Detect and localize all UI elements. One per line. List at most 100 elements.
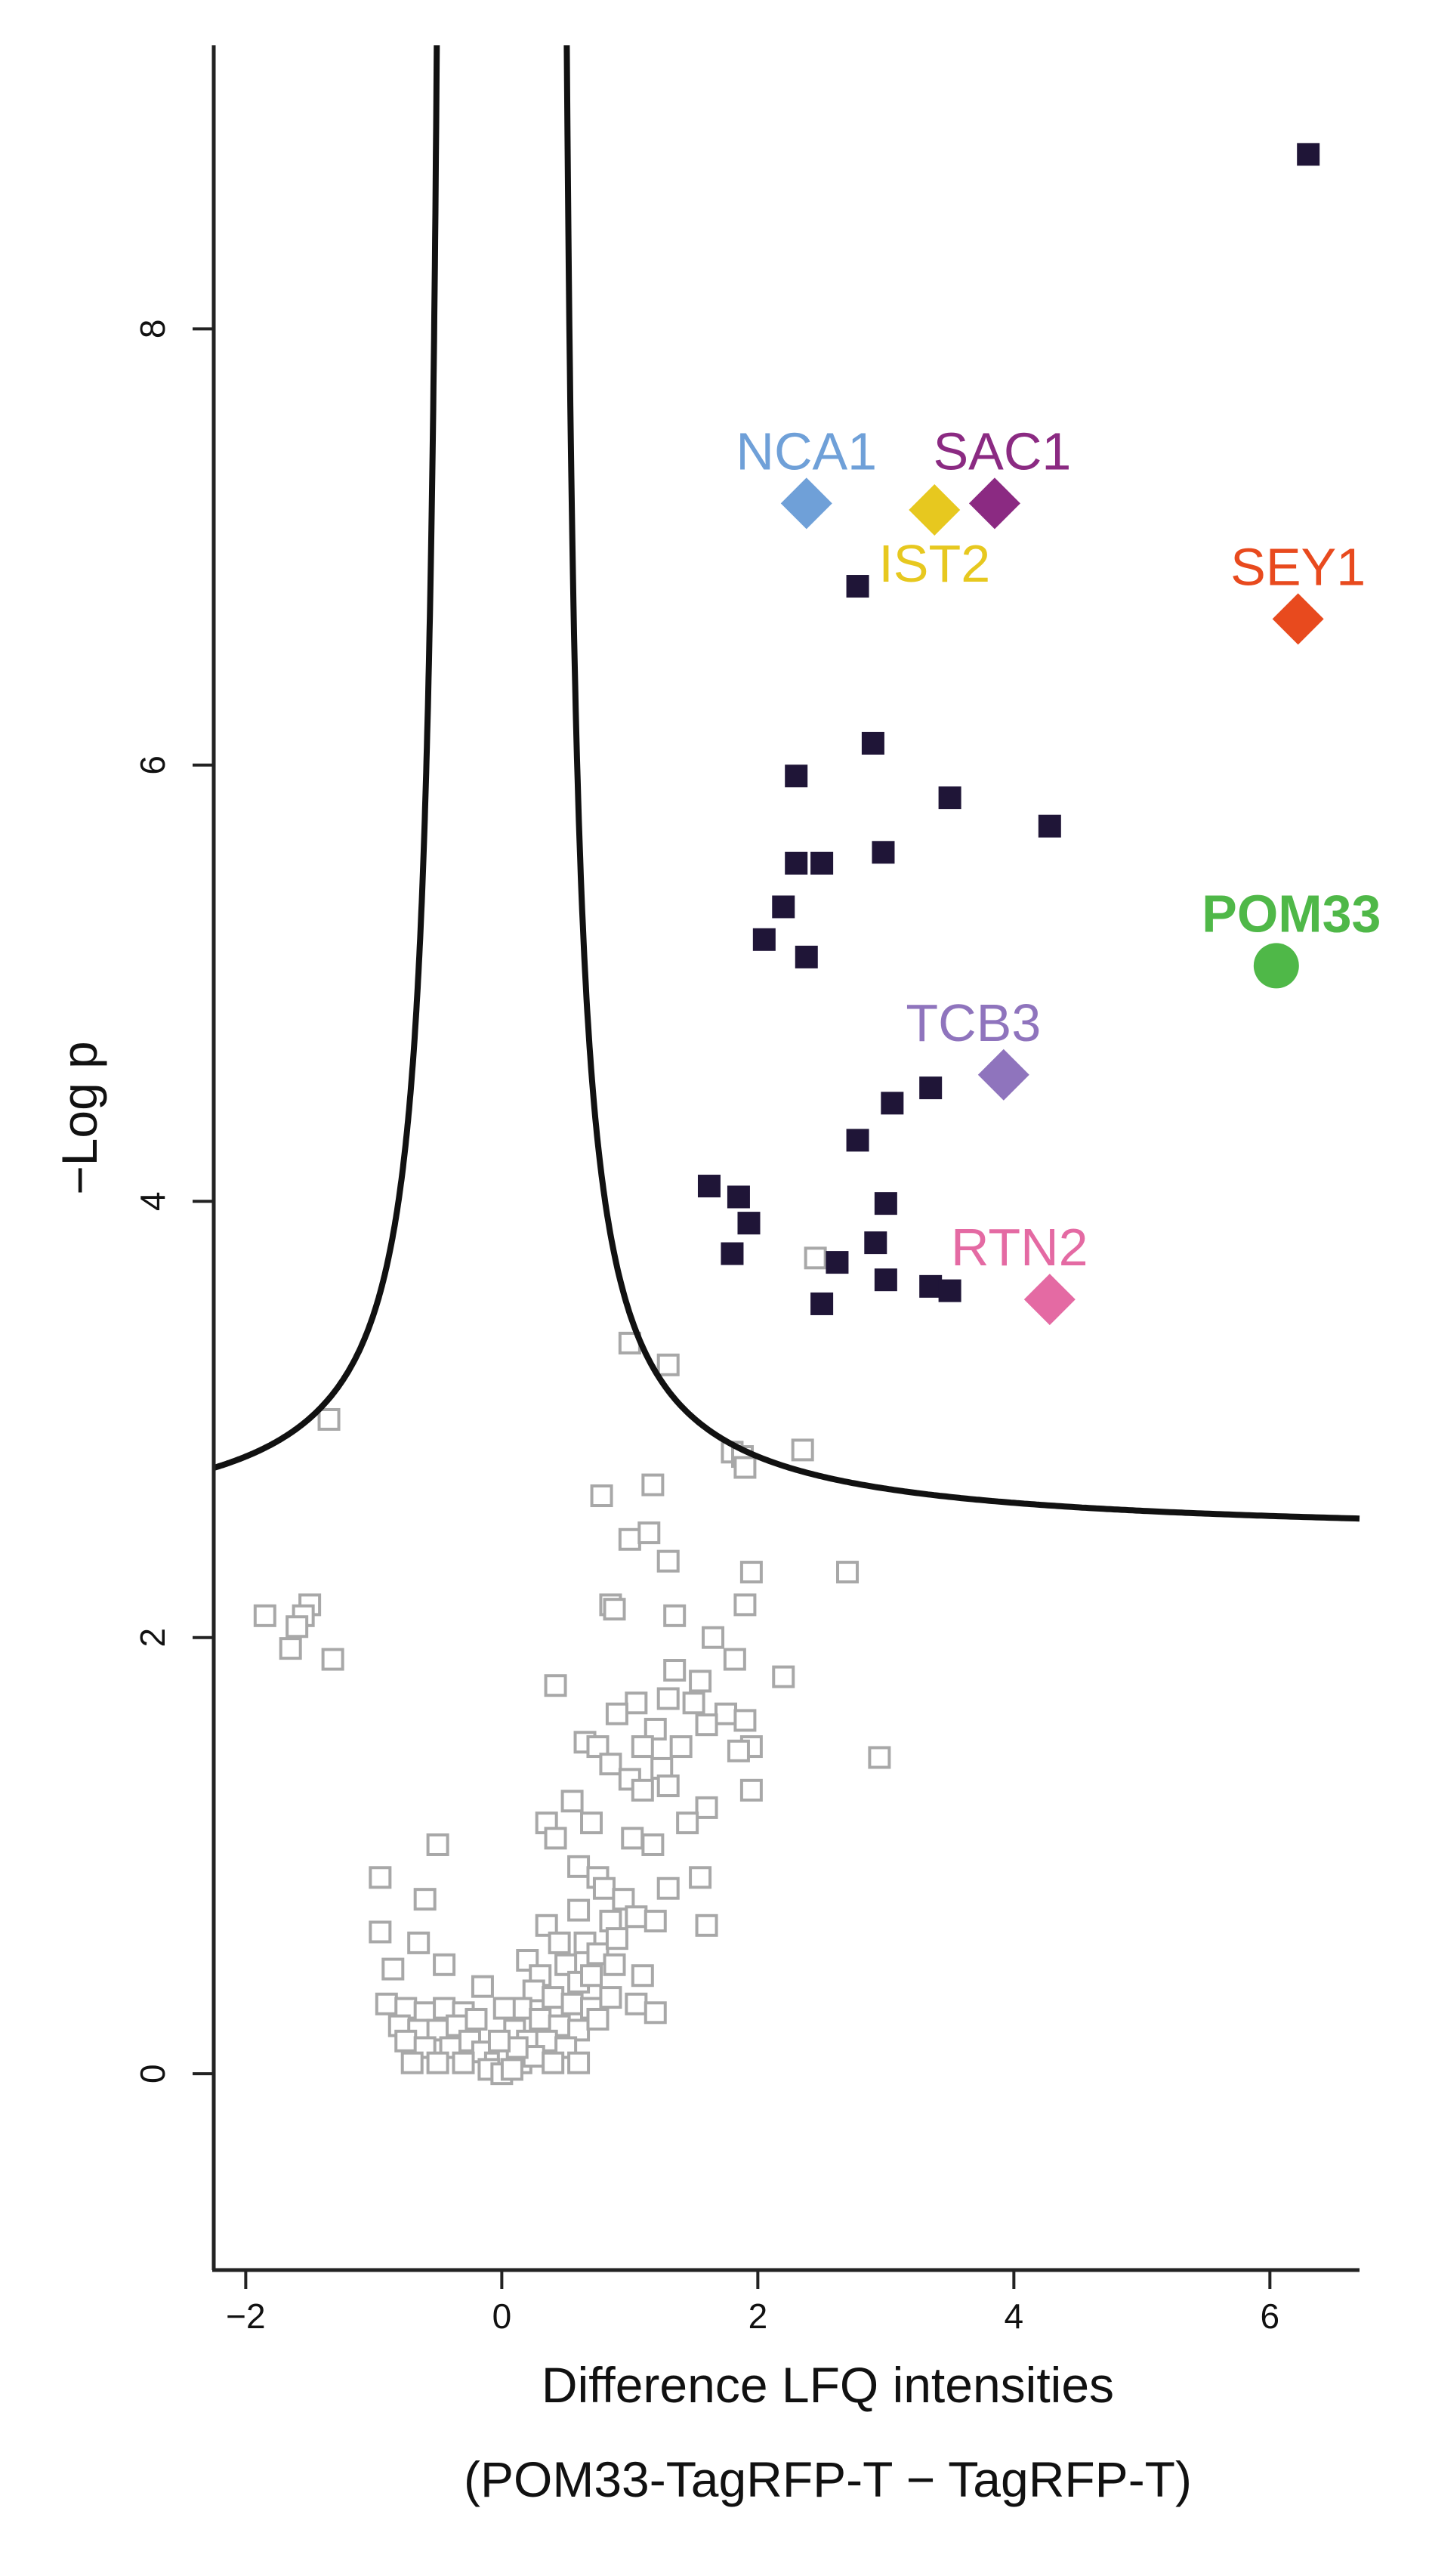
significant-point	[861, 731, 884, 755]
nonsignificant-point	[542, 2051, 565, 2074]
nonsignificant-point	[868, 1746, 891, 1769]
significant-point	[795, 945, 818, 968]
tcb3-label: TCB3	[906, 993, 1041, 1052]
nonsignificant-point	[714, 1702, 737, 1725]
significant-point	[938, 1279, 961, 1302]
nonsignificant-point	[618, 1768, 641, 1791]
nonsignificant-point	[656, 1687, 680, 1710]
nonsignificant-point	[599, 1986, 622, 2009]
y-axis-ticks: 0 2 4 6 8	[133, 320, 214, 2083]
nca1-label: NCA1	[736, 422, 877, 480]
nonsignificant-point	[689, 1669, 712, 1693]
significant-point	[919, 1076, 943, 1100]
y-axis-title: −Log p	[51, 1041, 107, 1195]
nonsignificant-point	[739, 1561, 763, 1584]
nonsignificant-point	[394, 2029, 418, 2052]
nonsignificant-point	[426, 2051, 449, 2074]
nonsignificant-point	[285, 1615, 309, 1639]
nonsignificant-point	[656, 1774, 680, 1798]
nonsignificant-point	[400, 2051, 424, 2074]
nonsignificant-point	[492, 1997, 516, 2020]
nonsignificant-point	[625, 1905, 648, 1929]
nonsignificant-point	[689, 1866, 712, 1889]
x-tick-label: 6	[1261, 2296, 1280, 2336]
significance-curve-left	[212, 45, 440, 1471]
nonsignificant-point	[656, 1876, 680, 1900]
nonsignificant-point	[554, 1953, 578, 1976]
nonsignificant-point	[702, 1626, 725, 1649]
ist2-marker	[909, 483, 961, 536]
sey1-label: SEY1	[1230, 537, 1366, 596]
nonsignificant-point	[695, 1913, 718, 1937]
y-tick-label: 2	[133, 1628, 172, 1648]
x-tick-label: 4	[1005, 2296, 1024, 2336]
nonsignificant-point	[599, 1753, 622, 1776]
nonsignificant-point	[727, 1739, 750, 1762]
nonsignificant-point	[695, 1796, 718, 1819]
nonsignificant-point	[548, 1931, 571, 1954]
significant-point	[872, 841, 895, 864]
sac1-label: SAC1	[933, 422, 1071, 480]
nonsignificant-point	[253, 1604, 276, 1627]
nonsignificant-point	[663, 1659, 687, 1682]
nonsignificant-point	[381, 1957, 405, 1981]
nonsignificant-point	[321, 1648, 344, 1671]
ist2-label: IST2	[878, 534, 990, 593]
nonsignificant-point	[433, 1953, 456, 1976]
nonsignificant-point	[567, 1855, 591, 1878]
significant-point	[772, 895, 795, 919]
nonsignificant-point	[625, 1691, 648, 1715]
nonsignificant-point	[592, 1876, 616, 1900]
nonsignificant-point	[644, 2001, 667, 2025]
nonsignificant-point	[560, 1992, 584, 2015]
pom33-label: POM33	[1202, 884, 1381, 943]
nonsignificant-point	[656, 1353, 680, 1376]
significant-point	[810, 1292, 834, 1315]
nonsignificant-point	[542, 1986, 565, 2009]
nonsignificant-point	[804, 1246, 827, 1270]
nonsignificant-point	[676, 1812, 699, 1835]
significant-point	[721, 1242, 744, 1265]
nonsignificant-point	[631, 1735, 654, 1759]
nonsignificant-point	[567, 2051, 591, 2074]
nonsignificant-point	[631, 1964, 654, 1988]
rtn2-marker	[1023, 1274, 1076, 1326]
nonsignificant-point	[317, 1407, 341, 1431]
significant-point	[752, 928, 776, 951]
significant-point	[1297, 143, 1320, 166]
nonsignificant-point	[772, 1665, 795, 1688]
y-tick-label: 8	[133, 320, 172, 339]
nonsignificant-point	[603, 1598, 626, 1621]
significant-point	[874, 1268, 897, 1292]
x-axis-title: Difference LFQ intensities	[542, 2357, 1114, 2413]
nonsignificant-point	[733, 1593, 757, 1617]
nonsignificant-point	[641, 1833, 665, 1856]
nonsignificant-point	[580, 1812, 603, 1835]
significance-curve-right	[563, 45, 1360, 1522]
tcb3-marker	[977, 1049, 1029, 1101]
x-axis-ticks: −2 0 2 4 6	[226, 2270, 1279, 2336]
nonsignificant-point	[656, 1549, 680, 1573]
significant-point	[697, 1175, 721, 1198]
nonsignificant-point	[369, 1920, 392, 1944]
significant-point	[881, 1092, 904, 1115]
nonsignificant-point	[739, 1778, 763, 1802]
nonsignificant-point	[695, 1713, 718, 1737]
significant-point	[938, 786, 961, 810]
nonsignificant-point	[625, 1992, 648, 2015]
significant-point	[785, 851, 808, 875]
x-axis-subtitle: (POM33-TagRFP-T − TagRFP-T)	[464, 2451, 1192, 2507]
nonsignificant-point	[369, 1866, 392, 1889]
y-tick-label: 4	[133, 1191, 172, 1211]
rtn2-label: RTN2	[951, 1218, 1088, 1277]
nonsignificant-point	[631, 1778, 654, 1802]
significant-point	[846, 575, 869, 598]
nonsignificant-point	[590, 1484, 613, 1508]
nonsignificant-point	[641, 1473, 665, 1496]
significant-point	[864, 1231, 887, 1255]
nonsignificant-point	[465, 2007, 488, 2031]
nonsignificant-point	[471, 1975, 494, 1998]
nonsignificant-point	[637, 1521, 661, 1545]
highlighted-proteins-layer: NCA1 SAC1 IST2 SEY1 POM33 TCB3 RTN2	[736, 422, 1381, 1326]
